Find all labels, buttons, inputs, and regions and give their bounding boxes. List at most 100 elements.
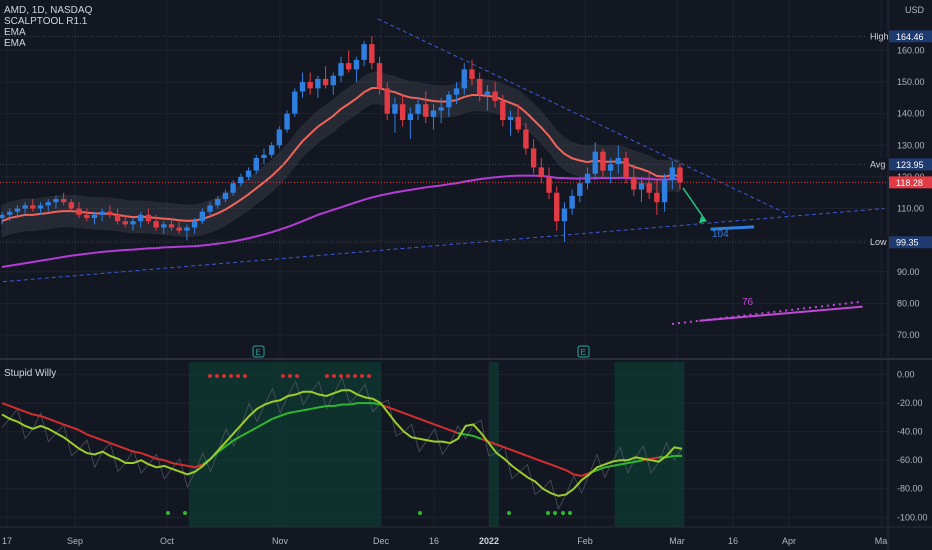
- oscillator-line: [1, 389, 683, 497]
- candle-body: [423, 104, 429, 117]
- candle-body: [145, 214, 152, 222]
- candle-body: [30, 205, 36, 209]
- candle-body: [453, 88, 460, 95]
- oscillator-signal: [426, 420, 436, 426]
- earnings-marker-label: E: [581, 348, 586, 357]
- price-tick-label: 80.00: [897, 298, 920, 308]
- oscillator-bottom-dot: [561, 511, 565, 516]
- candle-body: [577, 183, 583, 196]
- oscillator-signal: [349, 402, 358, 406]
- oscillator-signal: [403, 412, 412, 417]
- oscillator-signal: [248, 426, 258, 433]
- candle-body: [122, 221, 128, 225]
- oscillator-signal: [94, 436, 103, 442]
- oscillator-top-dot: [346, 373, 350, 378]
- price-tick-label: 110.00: [897, 204, 924, 214]
- candle-body: [361, 44, 367, 60]
- indicator-scalptool: SCALPTOOL R1.1: [4, 16, 88, 27]
- candle-body: [530, 148, 537, 168]
- candle-body: [646, 183, 652, 193]
- price-flag-value: 123.95: [896, 160, 924, 170]
- time-tick-label: Nov: [272, 536, 289, 546]
- candle-body: [284, 113, 290, 130]
- symbol-label: AMD, 1D, NASDAQ: [4, 5, 93, 16]
- price-tick-label: 160.00: [897, 45, 925, 55]
- candle-body: [176, 227, 182, 231]
- candle-body: [476, 78, 483, 95]
- candle-body: [661, 180, 668, 203]
- oscillator-signal: [148, 454, 157, 460]
- time-tick-label: 2022: [479, 536, 499, 546]
- candle-body: [654, 192, 660, 203]
- candle-body: [338, 63, 344, 76]
- oscillator-signal: [109, 442, 119, 447]
- oscillator-top-dot: [243, 373, 247, 378]
- candle-body: [407, 113, 414, 120]
- oscillator-signal: [117, 444, 126, 450]
- price-flag-bg: [867, 30, 888, 43]
- candle-body: [546, 176, 552, 193]
- candle-body: [346, 63, 352, 70]
- earnings-marker-label: E: [256, 348, 261, 357]
- oscillator-signal: [48, 417, 57, 423]
- oscillator-signal: [395, 409, 405, 415]
- candle-body: [245, 170, 252, 177]
- oscillator-signal: [334, 403, 343, 407]
- candle-body: [168, 224, 175, 228]
- oscillator-signal: [140, 452, 150, 457]
- candle-body: [554, 192, 560, 222]
- osc-tick-label: -60.00: [897, 455, 923, 465]
- oscillator-signal: [635, 459, 644, 463]
- candle-body: [153, 221, 159, 228]
- candle-body: [84, 214, 90, 219]
- oscillator-signal: [542, 460, 551, 466]
- time-tick-label: Sep: [67, 536, 83, 546]
- oscillator-signal: [573, 473, 582, 477]
- ema-fast-line: [1, 87, 681, 223]
- oscillator-top-dot: [281, 373, 285, 378]
- candle-body: [592, 151, 598, 174]
- oscillator-signal: [449, 429, 459, 435]
- candle-body: [461, 69, 467, 89]
- candle-body: [22, 205, 28, 209]
- time-tick-label: Mar: [669, 536, 685, 546]
- candle-body: [7, 211, 13, 215]
- osc-tick-label: -80.00: [897, 484, 923, 494]
- oscillator-signal: [295, 409, 304, 413]
- oscillator-signal: [264, 417, 273, 424]
- candle-body: [677, 167, 683, 183]
- candle-body: [415, 104, 421, 114]
- oscillator-signal: [179, 463, 188, 467]
- oscillator-signal: [303, 407, 312, 412]
- oscillator-signal: [604, 464, 613, 469]
- oscillator-top-dot: [215, 373, 219, 378]
- candle-body: [438, 107, 444, 111]
- candle-body: [99, 211, 105, 215]
- oscillator-signal: [527, 454, 536, 460]
- earnings-marker: [252, 345, 265, 358]
- oscillator-signal: [171, 462, 180, 466]
- candle-body: [91, 214, 98, 219]
- oscillator-bottom-dot: [568, 511, 572, 516]
- oscillator-signal: [411, 415, 420, 420]
- oscillator-bottom-dot: [507, 511, 511, 516]
- candle-body: [53, 199, 59, 203]
- candle-body: [538, 167, 545, 177]
- candle-body: [37, 205, 44, 209]
- oscillator-signal: [55, 420, 65, 426]
- oscillator-signal: [503, 446, 513, 452]
- candle-body: [669, 167, 675, 181]
- candle-body: [199, 211, 206, 222]
- oscillator-signal: [71, 426, 80, 432]
- price-flag: [889, 236, 932, 249]
- oscillator-top-dot: [208, 373, 212, 378]
- oscillator-top-dot: [229, 373, 233, 378]
- oscillator-top-dot: [367, 373, 371, 378]
- price-tick-label: 90.00: [897, 267, 920, 277]
- candle-body: [292, 91, 298, 114]
- candle-body: [484, 91, 491, 95]
- candle-body: [638, 183, 645, 190]
- price-flag: [889, 30, 932, 43]
- time-tick-label: Oct: [160, 536, 175, 546]
